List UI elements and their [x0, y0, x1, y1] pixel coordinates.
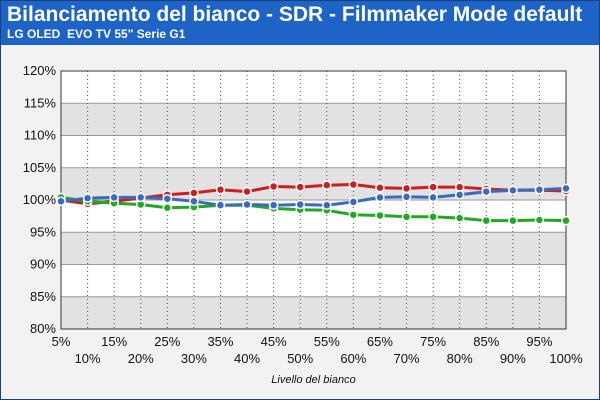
y-tick-label: 110%	[24, 128, 57, 143]
series-point	[428, 182, 438, 192]
series-point	[534, 184, 545, 195]
series-point	[162, 202, 173, 213]
series-point	[295, 199, 305, 210]
series-point	[375, 210, 385, 221]
plot-band	[61, 135, 566, 168]
series-point	[508, 215, 518, 226]
series-point	[215, 184, 226, 195]
series-point	[109, 192, 119, 203]
series-point	[375, 182, 385, 193]
series-point	[481, 186, 492, 197]
x-tick-label: 45%	[261, 334, 287, 349]
x-tick-label: 95%	[526, 334, 552, 349]
x-tick-label: 50%	[287, 351, 313, 366]
plot-band	[61, 167, 566, 200]
series-point	[481, 215, 492, 226]
series-point	[268, 200, 279, 210]
series-point	[322, 200, 332, 210]
y-tick-label: 100%	[23, 192, 57, 207]
plot-band	[61, 71, 566, 104]
plot-band	[61, 264, 566, 297]
x-tick-label: 55%	[314, 334, 340, 349]
series-point	[508, 185, 518, 196]
series-point	[135, 192, 146, 203]
series-point	[268, 181, 279, 192]
x-tick-label: 60%	[340, 351, 366, 366]
x-tick-label: 40%	[234, 351, 260, 366]
x-tick-label: 25%	[154, 334, 180, 349]
series-point	[295, 182, 305, 192]
series-point	[242, 199, 252, 210]
series-point	[428, 212, 438, 222]
x-tick-label: 80%	[447, 351, 473, 366]
chart-header: Bilanciamento del bianco - SDR - Filmmak…	[1, 1, 599, 45]
y-tick-label: 85%	[30, 289, 56, 304]
series-point	[454, 213, 465, 223]
plot-band	[61, 296, 566, 329]
x-tick-label: 100%	[549, 351, 583, 366]
series-point	[82, 193, 93, 203]
series-point	[56, 196, 66, 207]
series-point	[348, 197, 359, 207]
x-tick-label: 90%	[500, 351, 526, 366]
series-point	[454, 190, 465, 200]
series-point	[189, 196, 199, 207]
x-tick-label: 65%	[367, 334, 393, 349]
plot-band	[61, 232, 566, 265]
x-axis-label: Livello del bianco	[271, 374, 355, 386]
plot-band	[61, 103, 566, 136]
x-tick-label: 85%	[473, 334, 499, 349]
series-point	[348, 210, 359, 220]
series-point	[242, 186, 252, 197]
series-point	[534, 215, 545, 225]
x-tick-label: 70%	[394, 351, 420, 366]
x-tick-label: 5%	[52, 334, 71, 349]
series-point	[454, 182, 465, 192]
series-point	[215, 200, 226, 210]
x-tick-label: 15%	[101, 334, 127, 349]
x-tick-label: 30%	[181, 351, 207, 366]
x-tick-label: 35%	[207, 334, 233, 349]
series-point	[401, 183, 412, 194]
chart-subtitle: LG OLED EVO TV 55" Serie G1	[7, 27, 186, 41]
series-point	[162, 193, 173, 204]
series-point	[428, 192, 438, 203]
y-tick-label: 115%	[24, 95, 57, 110]
series-point	[375, 192, 385, 203]
series-point	[401, 192, 412, 202]
x-tick-label: 20%	[128, 351, 154, 366]
y-tick-label: 120%	[23, 63, 57, 78]
y-tick-label: 105%	[23, 160, 57, 175]
y-tick-label: 95%	[30, 224, 56, 239]
series-point	[561, 183, 571, 194]
series-point	[322, 180, 332, 190]
series-point	[189, 188, 199, 198]
series-point	[348, 179, 359, 190]
x-tick-label: 10%	[75, 351, 101, 366]
x-tick-label: 75%	[420, 334, 446, 349]
y-tick-label: 90%	[30, 257, 56, 272]
series-point	[561, 215, 571, 226]
y-tick-label: 80%	[30, 321, 56, 336]
chart-title: Bilanciamento del bianco - SDR - Filmmak…	[7, 3, 583, 26]
series-point	[401, 212, 412, 222]
